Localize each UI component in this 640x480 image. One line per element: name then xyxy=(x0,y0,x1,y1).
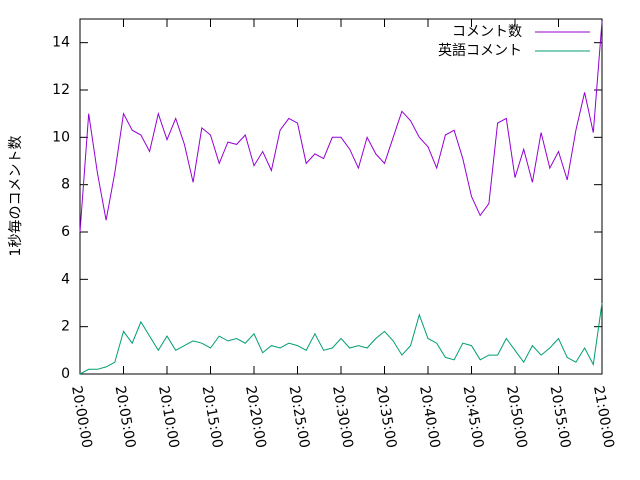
x-tick-label: 21:00:00 xyxy=(590,385,617,450)
x-tick-label: 20:35:00 xyxy=(373,385,400,450)
x-tick-label: 20:25:00 xyxy=(286,385,313,450)
y-tick-label: 8 xyxy=(61,177,70,193)
x-tick-label: 20:20:00 xyxy=(242,385,269,450)
y-tick-label: 0 xyxy=(61,366,70,382)
plot-border xyxy=(79,18,603,375)
legend-label: 英語コメント xyxy=(438,42,522,59)
y-tick-label: 2 xyxy=(61,319,70,335)
x-tick-label: 20:00:00 xyxy=(68,385,95,450)
series-line xyxy=(79,21,603,233)
x-tick-label: 20:45:00 xyxy=(460,385,487,450)
series-line xyxy=(79,302,603,375)
x-tick-label: 20:40:00 xyxy=(416,385,443,450)
x-tick-label: 20:10:00 xyxy=(155,385,182,450)
y-tick-label: 12 xyxy=(52,82,70,98)
x-tick-label: 20:30:00 xyxy=(329,385,356,450)
x-tick-label: 20:55:00 xyxy=(547,385,574,450)
legend-label: コメント数 xyxy=(452,24,522,40)
y-axis-label: 1秒毎のコメント数 xyxy=(8,136,24,257)
y-tick-label: 14 xyxy=(52,35,70,51)
y-tick-label: 10 xyxy=(52,129,70,145)
y-tick-label: 6 xyxy=(61,224,70,240)
x-tick-label: 20:50:00 xyxy=(503,385,530,450)
x-tick-label: 20:05:00 xyxy=(112,385,139,450)
x-tick-label: 20:15:00 xyxy=(199,385,226,450)
y-tick-label: 4 xyxy=(61,271,70,287)
